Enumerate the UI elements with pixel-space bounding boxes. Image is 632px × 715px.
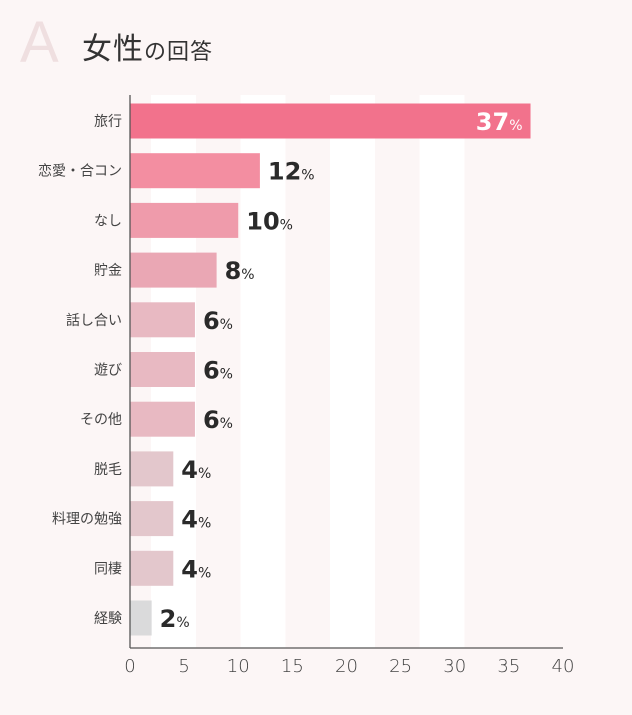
x-tick-label: 0 [124,656,135,677]
page-title: 女性の回答 [82,24,213,68]
bar [130,352,195,387]
x-tick-label: 20 [335,656,358,677]
title-letter: A [20,10,59,75]
x-tick-label: 25 [389,656,412,677]
category-label: 脱毛 [94,462,122,478]
bar [130,501,174,537]
grid-stripe [419,95,465,648]
data-label: 6% [203,307,233,335]
category-label: その他 [80,412,122,428]
data-label: 6% [203,406,233,434]
bar [130,451,174,487]
x-tick-label: 5 [178,656,189,677]
data-label: 4% [181,456,211,484]
x-tick-label: 30 [443,656,466,677]
data-label: 6% [203,357,233,385]
bar [130,252,217,288]
grid-stripe [330,95,375,648]
category-label: 経験 [94,611,122,627]
x-tick-label: 10 [227,656,250,677]
title-sub: の回答 [144,40,214,65]
category-label: なし [94,213,122,229]
category-label: 同棲 [94,561,122,577]
bar [130,550,174,586]
title-main: 女性 [82,32,144,67]
data-label: 4% [181,555,211,583]
bar [130,153,260,189]
x-tick-label: 15 [281,656,304,677]
bar [130,202,239,238]
category-label: 遊び [94,363,122,379]
category-label: 話し合い [66,312,122,329]
category-label: 料理の勉強 [52,512,122,528]
category-label: 貯金 [94,263,122,279]
category-label: 旅行 [94,114,122,130]
data-label: 37% [476,108,523,136]
bar [130,600,152,636]
x-tick-label: 40 [552,656,575,677]
data-label: 4% [181,506,211,534]
bar [130,302,195,338]
data-label: 12% [268,158,315,186]
data-label: 10% [246,207,293,235]
bar [130,103,531,139]
bar [130,401,195,437]
x-tick-label: 35 [497,656,520,677]
category-label: 恋愛・合コン [38,163,122,180]
